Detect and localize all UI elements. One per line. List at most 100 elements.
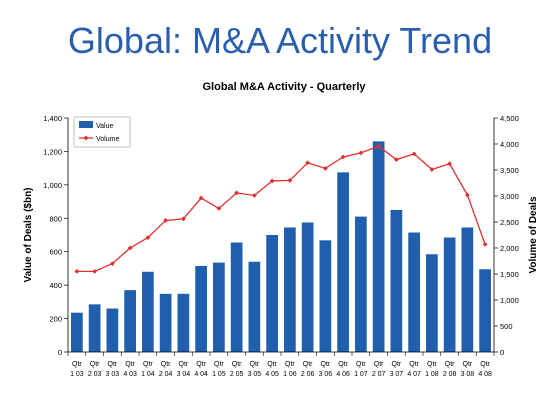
x-tick-label-line2: 4 04 bbox=[194, 371, 208, 378]
volume-marker bbox=[482, 241, 488, 247]
bar-value bbox=[319, 240, 332, 352]
bar-value bbox=[390, 209, 403, 352]
bar-value bbox=[284, 227, 296, 352]
volume-line bbox=[76, 145, 486, 273]
x-tick-label-line1: Qtr bbox=[214, 361, 224, 368]
slide-title: Global: M&A Activity Trend bbox=[67, 20, 493, 61]
volume-marker bbox=[216, 206, 222, 211]
x-tick-label-line1: Qtr bbox=[250, 361, 260, 368]
x-tick-label-line1: Qtr bbox=[143, 361, 153, 368]
x-tick-label-line2: 1 03 bbox=[70, 371, 84, 378]
x-tick-label-line1: Qtr bbox=[196, 361, 206, 368]
legend-volume-label: Volume bbox=[96, 136, 119, 143]
x-tick-label-line2: 4 05 bbox=[265, 371, 279, 378]
volume-marker bbox=[234, 190, 240, 196]
x-tick-label-line1: Qtr bbox=[445, 361, 455, 368]
x-tick-label-line2: 1 04 bbox=[141, 371, 155, 378]
x-tick-label-line1: Qtr bbox=[267, 361, 277, 368]
x-tick-label-line2: 3 05 bbox=[248, 371, 262, 378]
y2-tick-label: 1,000 bbox=[500, 296, 519, 305]
x-tick-label-line1: Qtr bbox=[232, 361, 242, 368]
volume-marker bbox=[109, 261, 115, 266]
x-tick-label-line2: 3 04 bbox=[177, 371, 191, 378]
volume-marker bbox=[74, 269, 80, 274]
y-tick-label: 1,000 bbox=[43, 181, 62, 190]
volume-marker bbox=[163, 218, 169, 223]
bar-value bbox=[230, 242, 243, 352]
bar-value bbox=[479, 269, 491, 352]
x-tick-label-line2: 2 07 bbox=[372, 371, 386, 378]
y-tick-label: 600 bbox=[49, 248, 62, 257]
legend: Value Volume bbox=[73, 116, 131, 148]
x-tick-label-line1: Qtr bbox=[161, 361, 171, 368]
legend-value-label: Value bbox=[96, 123, 113, 130]
chart-title: Global M&A Activity - Quarterly bbox=[203, 81, 367, 93]
y2-tick-label: 500 bbox=[500, 322, 513, 331]
y-axis-label: Value of Deals ($bn) bbox=[23, 187, 34, 282]
x-tick-label-line2: 3 03 bbox=[106, 371, 120, 378]
x-tick-label-line1: Qtr bbox=[179, 361, 189, 368]
x-tick-label-line2: 1 08 bbox=[425, 371, 439, 378]
volume-marker bbox=[376, 143, 382, 149]
x-tick-label-line2: 2 06 bbox=[301, 371, 315, 378]
x-tick-label-line2: 4 03 bbox=[123, 371, 137, 378]
x-tick-label-line2: 2 04 bbox=[159, 371, 173, 378]
x-tick-label-line1: Qtr bbox=[125, 361, 135, 368]
bar-value bbox=[248, 261, 261, 352]
x-tick-label-line1: Qtr bbox=[392, 361, 402, 368]
bar-value bbox=[71, 312, 83, 352]
volume-marker bbox=[322, 166, 328, 171]
x-tick-label-line1: Qtr bbox=[285, 361, 295, 368]
x-tick-label-line1: Qtr bbox=[427, 361, 437, 368]
volume-marker bbox=[269, 178, 275, 184]
y2-tick-label: 2,500 bbox=[500, 218, 519, 227]
y2-tick-label: 0 bbox=[500, 348, 504, 357]
volume-marker bbox=[429, 167, 435, 172]
y-tick-label: 1,200 bbox=[43, 147, 62, 156]
x-tick-label-line2: 1 05 bbox=[212, 371, 226, 378]
x-tick-label-line2: 2 03 bbox=[88, 371, 102, 378]
y2-tick-label: 3,000 bbox=[500, 192, 519, 201]
x-tick-label-line2: 3 07 bbox=[390, 371, 404, 378]
bar-value bbox=[106, 308, 119, 352]
bar-value bbox=[443, 237, 456, 352]
bar-value bbox=[337, 172, 349, 352]
bar-value bbox=[88, 304, 101, 352]
x-tick-label-line1: Qtr bbox=[374, 361, 384, 368]
bar-value bbox=[461, 227, 474, 352]
y-tick-label: 0 bbox=[58, 348, 62, 357]
bar-value bbox=[213, 262, 225, 352]
bar-value bbox=[355, 216, 367, 352]
y-tick-label: 400 bbox=[49, 281, 62, 290]
bar-value bbox=[426, 254, 438, 352]
y2-tick-label: 4,000 bbox=[500, 140, 519, 149]
volume-marker bbox=[358, 150, 364, 156]
volume-marker bbox=[305, 160, 311, 166]
y2-tick-label: 4,500 bbox=[500, 114, 519, 123]
x-tick-label-line2: 2 05 bbox=[230, 371, 244, 378]
bar-value bbox=[195, 265, 207, 352]
volume-marker bbox=[180, 216, 186, 222]
x-tick-label-line2: 4 08 bbox=[478, 371, 492, 378]
y-tick-label: 800 bbox=[49, 214, 62, 223]
y-tick-label: 1,400 bbox=[43, 114, 62, 123]
x-tick-label-line1: Qtr bbox=[321, 361, 331, 368]
bar-value bbox=[301, 222, 314, 352]
plot-area: 0 200 400 600 800 1,000 1,200 1,400 0 500 1,000 1,5… bbox=[43, 114, 519, 378]
x-tick-label-line2: 1 07 bbox=[354, 371, 368, 378]
volume-marker bbox=[447, 161, 453, 167]
y-tick-label: 200 bbox=[49, 315, 62, 324]
x-tick-label-line1: Qtr bbox=[480, 361, 490, 368]
x-tick-label-line2: 1 06 bbox=[283, 371, 297, 378]
volume-marker bbox=[411, 151, 417, 157]
x-tick-label-line1: Qtr bbox=[409, 361, 419, 368]
y2-axis-label: Volume of Deals bbox=[528, 196, 539, 273]
legend-value-swatch bbox=[79, 121, 93, 128]
volume-marker bbox=[145, 235, 151, 240]
x-tick-label-line2: 2 08 bbox=[443, 371, 457, 378]
bar-value bbox=[142, 271, 154, 352]
x-tick-label-line1: Qtr bbox=[108, 361, 118, 368]
volume-marker bbox=[198, 195, 204, 201]
bar-value bbox=[266, 235, 278, 352]
